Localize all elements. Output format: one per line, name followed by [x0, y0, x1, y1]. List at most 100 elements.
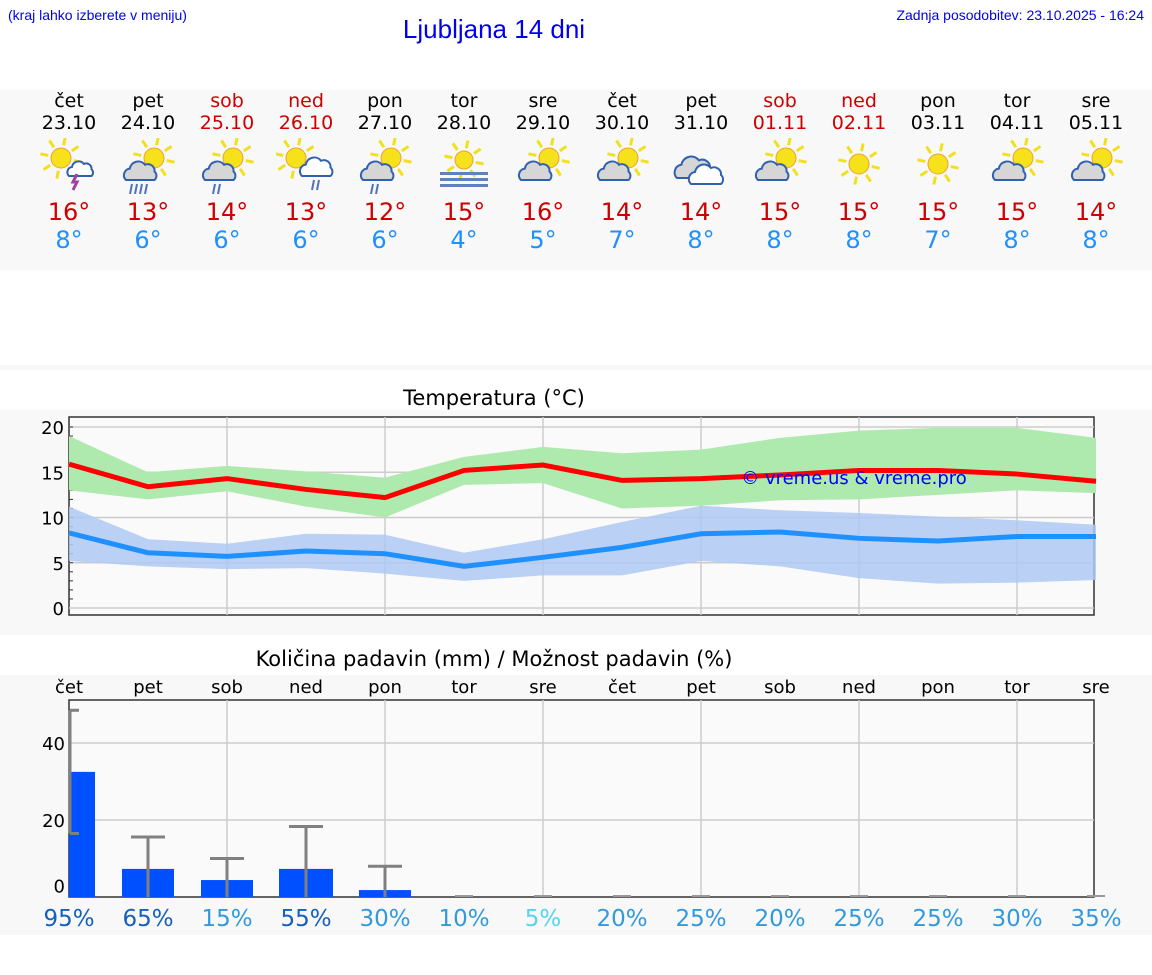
- x-day-label: čet: [55, 677, 83, 698]
- sun-cloud-heavy-rain-icon: [123, 138, 175, 194]
- precipitation-chart: 0 20 40 čet pet sob ned pon tor sre čet pet sob ned po…: [42, 677, 1121, 932]
- precipitation-chart-panel: 0 20 40 čet pet sob ned pon tor sre čet pet sob ned po…: [0, 675, 1152, 935]
- day-column: sre 29.10 16° 5°: [504, 90, 583, 254]
- x-day-label: pet: [686, 677, 716, 698]
- day-column: sob 25.10 14° 6°: [188, 90, 267, 254]
- max-temperature: 15°: [995, 198, 1039, 226]
- day-column: tor 28.10 15° 4°: [425, 90, 504, 254]
- day-date: 24.10: [120, 112, 176, 134]
- precipitation-probability: 25%: [675, 906, 726, 932]
- day-name: pon: [920, 90, 956, 112]
- y-tick-label: 20: [42, 811, 65, 832]
- max-temperature: 14°: [205, 198, 249, 226]
- precipitation-probability: 10%: [438, 906, 489, 932]
- x-day-label: sre: [1082, 677, 1109, 698]
- max-temperature: 13°: [284, 198, 328, 226]
- city-menu-hint: (kraj lahko izberete v meniju): [8, 7, 187, 23]
- sun-icon: [917, 143, 959, 185]
- precipitation-probability: 65%: [122, 906, 173, 932]
- min-temperature: 7°: [924, 226, 952, 254]
- max-temperature: 15°: [758, 198, 802, 226]
- x-day-label: čet: [608, 677, 636, 698]
- min-temperature: 8°: [845, 226, 873, 254]
- day-date: 01.11: [752, 112, 808, 134]
- y-tick-label: 10: [41, 509, 64, 530]
- min-temperature: 6°: [292, 226, 320, 254]
- max-temperature: 13°: [126, 198, 170, 226]
- y-tick-label: 15: [41, 463, 64, 484]
- y-tick-label: 0: [54, 876, 65, 897]
- x-day-label: ned: [842, 677, 876, 698]
- precipitation-probability: 25%: [833, 906, 884, 932]
- temperature-chart-title: Temperatura (°C): [403, 386, 585, 410]
- precipitation-probability: 55%: [280, 906, 331, 932]
- x-day-label: tor: [451, 677, 477, 698]
- max-temperature: 15°: [837, 198, 881, 226]
- page-title: Ljubljana 14 dni: [402, 14, 586, 44]
- day-name: sre: [528, 90, 558, 112]
- max-temperature-line: [68, 461, 1097, 501]
- day-name: tor: [1003, 90, 1031, 112]
- min-temperature: 8°: [1003, 226, 1031, 254]
- max-temperature: 14°: [1074, 198, 1118, 226]
- day-date: 03.11: [910, 112, 966, 134]
- day-name: sob: [763, 90, 797, 112]
- min-temperature: 5°: [529, 226, 557, 254]
- temperature-chart: 0 5 10 15 20 © vreme.us & vreme.pro: [41, 416, 1097, 620]
- day-column: tor 04.11 15° 8°: [978, 90, 1057, 254]
- day-date: 23.10: [41, 112, 97, 134]
- max-temperature: 15°: [916, 198, 960, 226]
- day-column: čet 23.10 16° 8°: [30, 90, 109, 254]
- sun-cloud-rain-icon: [360, 138, 412, 194]
- day-column: sob 01.11 15° 8°: [741, 90, 820, 254]
- min-temperature: 6°: [371, 226, 399, 254]
- day-name: čet: [54, 90, 84, 112]
- max-temperature: 14°: [600, 198, 644, 226]
- max-temperature: 16°: [47, 198, 91, 226]
- sun-cloud-icon: [1071, 138, 1123, 181]
- watermark: © vreme.us & vreme.pro: [741, 468, 967, 489]
- day-column: ned 02.11 15° 8°: [820, 90, 899, 254]
- min-temperature: 8°: [1082, 226, 1110, 254]
- day-date: 30.10: [594, 112, 650, 134]
- day-name: ned: [841, 90, 877, 112]
- precipitation-probability: 25%: [912, 906, 963, 932]
- day-date: 27.10: [357, 112, 413, 134]
- max-temperature: 12°: [363, 198, 407, 226]
- day-name: pet: [132, 90, 164, 112]
- day-name: sob: [210, 90, 244, 112]
- day-name: pet: [685, 90, 717, 112]
- precipitation-chart-title: Količina padavin (mm) / Možnost padavin …: [255, 647, 733, 671]
- sun-icon: [838, 143, 880, 185]
- precipitation-probability: 95%: [43, 906, 94, 932]
- day-name: tor: [450, 90, 478, 112]
- sun-cloud-rain-icon: [202, 138, 254, 194]
- day-date: 25.10: [199, 112, 255, 134]
- last-updated: Zadnja posodobitev: 23.10.2025 - 16:24: [896, 7, 1144, 23]
- sun-fog-icon: [440, 140, 488, 187]
- day-column: čet 30.10 14° 7°: [583, 90, 662, 254]
- day-column: pet 24.10 13° 6°: [109, 90, 188, 254]
- x-day-label: sob: [764, 677, 796, 698]
- precipitation-probability: 20%: [754, 906, 805, 932]
- min-temperature: 6°: [213, 226, 241, 254]
- day-date: 04.11: [989, 112, 1045, 134]
- sun-cloud-icon: [755, 138, 807, 181]
- sun-cloud-icon: [597, 138, 649, 181]
- day-date: 05.11: [1068, 112, 1124, 134]
- day-column: ned 26.10 13° 6°: [267, 90, 346, 254]
- day-date: 31.10: [673, 112, 729, 134]
- min-temperature: 8°: [55, 226, 83, 254]
- min-temperature-range-band: [69, 505, 1096, 584]
- x-day-label: ned: [289, 677, 323, 698]
- cloudy-icon: [673, 155, 724, 185]
- sun-white-cloud-rain-icon: [276, 138, 334, 191]
- day-column: pon 27.10 12° 6°: [346, 90, 425, 254]
- y-tick-label: 40: [42, 734, 65, 755]
- y-tick-label: 5: [53, 554, 64, 575]
- temperature-chart-panel: 0 5 10 15 20 © vreme.us & vreme.pro: [0, 410, 1152, 635]
- day-column: sre 05.11 14° 8°: [1057, 90, 1136, 254]
- min-temperature: 8°: [766, 226, 794, 254]
- day-name: sre: [1081, 90, 1111, 112]
- precipitation-probability: 35%: [1070, 906, 1121, 932]
